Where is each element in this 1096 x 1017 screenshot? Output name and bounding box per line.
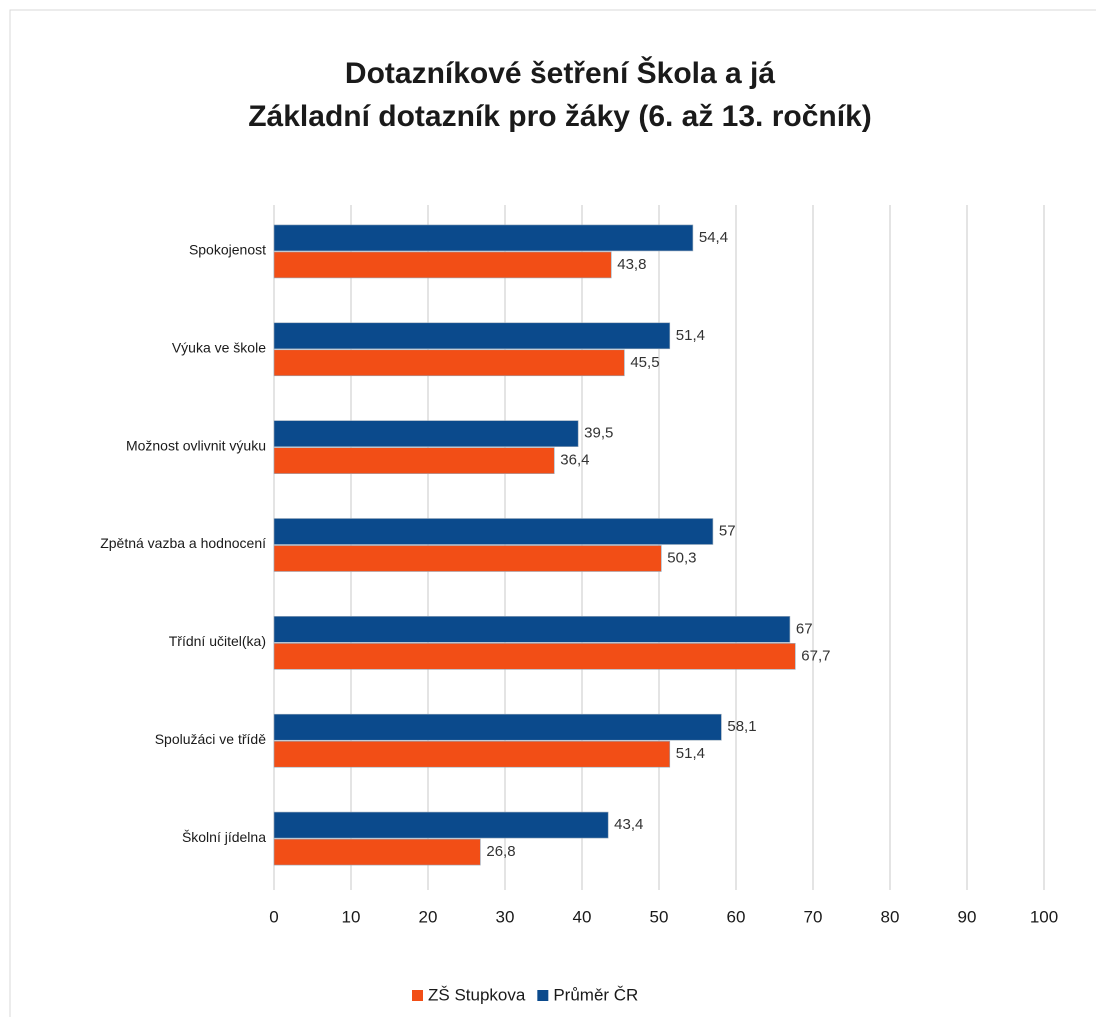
- bar: [273, 322, 671, 350]
- bar: [273, 811, 609, 839]
- x-tick-label: 20: [419, 907, 438, 926]
- value-label: 26,8: [486, 843, 515, 860]
- legend-label: ZŠ Stupkova: [428, 985, 526, 1004]
- value-label: 51,4: [676, 745, 705, 762]
- bar: [273, 713, 722, 741]
- chart-subtitle: Základní dotazník pro žáky (6. až 13. ro…: [248, 100, 872, 133]
- x-tick-label: 10: [342, 907, 361, 926]
- value-label: 36,4: [560, 452, 589, 469]
- bar: [273, 224, 694, 252]
- y-tick-label: Třídní učitel(ka): [169, 633, 266, 649]
- x-tick-label: 80: [881, 907, 900, 926]
- bar: [273, 251, 612, 279]
- y-tick-label: Výuka ve škole: [172, 339, 266, 355]
- chart-title: Dotazníkové šetření Škola a já: [345, 56, 775, 90]
- bar: [273, 518, 714, 545]
- value-label: 54,4: [699, 229, 728, 246]
- bar: [273, 545, 662, 572]
- value-label: 51,4: [676, 327, 705, 344]
- value-label: 57: [719, 522, 736, 539]
- bar: [273, 616, 791, 643]
- value-label: 43,8: [617, 256, 646, 273]
- y-tick-label: Spokojenost: [189, 242, 266, 258]
- bar: [273, 643, 796, 670]
- chart-frame: [9, 9, 1096, 1017]
- value-label: 45,5: [630, 354, 659, 371]
- x-tick-label: 40: [573, 907, 592, 926]
- bar: [273, 420, 579, 447]
- bar: [273, 838, 481, 866]
- x-tick-label: 100: [1030, 907, 1058, 926]
- x-tick-label: 90: [958, 907, 977, 926]
- value-label: 39,5: [584, 425, 613, 442]
- y-tick-label: Spolužáci ve třídě: [155, 731, 266, 747]
- legend-swatch: [537, 990, 549, 1001]
- value-label: 43,4: [614, 816, 643, 833]
- value-label: 67: [796, 620, 813, 637]
- x-tick-label: 30: [496, 907, 515, 926]
- x-tick-label: 0: [269, 907, 278, 926]
- y-tick-label: Zpětná vazba a hodnocení: [100, 535, 266, 551]
- legend-swatch: [412, 990, 423, 1001]
- value-label: 50,3: [667, 549, 696, 566]
- y-tick-label: Možnost ovlivnit výuku: [126, 437, 266, 453]
- bar: [273, 447, 555, 474]
- bar: [273, 740, 671, 768]
- y-tick-label: Školní jídelna: [182, 829, 266, 845]
- legend-label: Průměr ČR: [553, 985, 638, 1004]
- value-label: 67,7: [801, 647, 830, 664]
- bar: [273, 349, 625, 377]
- x-tick-label: 50: [650, 907, 669, 926]
- value-label: 58,1: [727, 718, 756, 735]
- x-tick-label: 60: [727, 907, 746, 926]
- x-tick-label: 70: [804, 907, 823, 926]
